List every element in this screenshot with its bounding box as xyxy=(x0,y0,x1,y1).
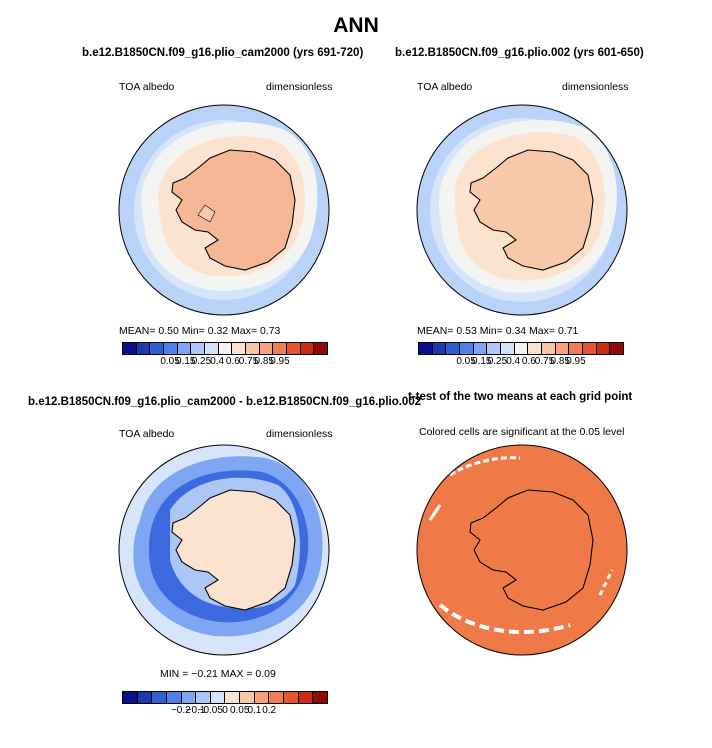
colorbar-swatch xyxy=(269,692,285,703)
panel3-colorbar xyxy=(122,691,328,704)
colorbar-tick-label: 0.75 xyxy=(238,356,259,367)
colorbar-tick-label: 0.25 xyxy=(191,356,212,367)
colorbar-swatch xyxy=(487,343,502,354)
panel3-colorbar-ticks: −0.2 −0.1 −0.05 0 0.05 0.1 0.2 xyxy=(0,705,712,719)
colorbar-tick-label: 0.4 xyxy=(210,356,225,367)
colorbar-swatch xyxy=(432,343,447,354)
colorbar-swatch xyxy=(191,343,206,354)
panel4-note: Colored cells are significant at the 0.0… xyxy=(419,426,625,438)
colorbar-swatch xyxy=(473,343,488,354)
colorbar-swatch xyxy=(298,692,314,703)
panel1-title: b.e12.B1850CN.f09_g16.plio_cam2000 (yrs … xyxy=(82,47,364,59)
panel1-units-label: dimensionless xyxy=(266,81,333,93)
colorbar-swatch xyxy=(314,343,328,354)
colorbar-swatch xyxy=(259,343,274,354)
panel1-antarctica-outline xyxy=(171,149,296,271)
colorbar-tick-label: 0.85 xyxy=(254,356,274,367)
colorbar-swatch xyxy=(501,343,515,354)
colorbar-tick-label: 0.25 xyxy=(487,356,508,367)
panel2-stats: MEAN= 0.53 Min= 0.34 Max= 0.71 xyxy=(417,325,579,337)
colorbar-swatch xyxy=(232,343,247,354)
colorbar-tick-label: 0.15 xyxy=(472,356,492,367)
panel1-variable-label: TOA albedo xyxy=(119,81,175,93)
colorbar-swatch xyxy=(555,343,570,354)
colorbar-swatch xyxy=(123,343,137,354)
panel2-title: b.e12.B1850CN.f09_g16.plio.002 (yrs 601-… xyxy=(395,47,644,59)
panel2-variable-label: TOA albedo xyxy=(417,81,473,93)
colorbar-swatch xyxy=(460,343,474,354)
colorbar-tick-label: −0.2 xyxy=(170,705,191,716)
colorbar-swatch xyxy=(137,692,153,703)
colorbar-swatch xyxy=(196,692,211,703)
colorbar-swatch xyxy=(284,692,299,703)
colorbar-swatch xyxy=(514,343,529,354)
panel4-antarctica-outline xyxy=(469,489,594,611)
colorbar-tick-label: 0.05 xyxy=(456,356,476,367)
colorbar-tick-label: 0.05 xyxy=(229,705,250,716)
panel2-units-label: dimensionless xyxy=(562,81,629,93)
colorbar-tick-label: 0.6 xyxy=(225,356,240,367)
colorbar-tick-label: 0.05 xyxy=(160,356,180,367)
colorbar-swatch xyxy=(610,343,624,354)
colorbar-tick-label: −0.1 xyxy=(185,705,206,716)
colorbar-tick-label: 0.1 xyxy=(247,705,262,716)
colorbar-swatch xyxy=(166,692,182,703)
panel2-colorbar-ticks: 0.05 0.15 0.25 0.4 0.6 0.75 0.85 0.95 xyxy=(0,356,712,370)
panel3-units-label: dimensionless xyxy=(266,428,333,440)
colorbar-tick-label: 0.95 xyxy=(566,356,586,367)
colorbar-swatch xyxy=(181,692,197,703)
colorbar-swatch xyxy=(528,343,543,354)
colorbar-swatch xyxy=(240,692,255,703)
panel1-colorbar xyxy=(122,342,328,355)
panel2-antarctica-outline xyxy=(469,149,594,271)
panel3-stats: MIN = −0.21 MAX = 0.09 xyxy=(160,668,276,680)
colorbar-tick-label: 0.15 xyxy=(176,356,196,367)
colorbar-tick-label: 0.75 xyxy=(534,356,555,367)
figure-title: ANN xyxy=(333,14,379,37)
colorbar-swatch xyxy=(123,692,138,703)
colorbar-swatch xyxy=(583,343,597,354)
colorbar-swatch xyxy=(300,343,315,354)
colorbar-swatch xyxy=(136,343,151,354)
panel1-colorbar-ticks: 0.05 0.15 0.25 0.4 0.6 0.75 0.85 0.95 xyxy=(0,356,712,370)
colorbar-swatch xyxy=(218,343,233,354)
colorbar-tick-label: 0 xyxy=(222,705,228,716)
colorbar-swatch xyxy=(152,692,167,703)
colorbar-tick-label: −0.05 xyxy=(197,705,223,716)
colorbar-swatch xyxy=(596,343,611,354)
colorbar-swatch xyxy=(150,343,165,354)
colorbar-swatch xyxy=(205,343,219,354)
colorbar-swatch xyxy=(225,692,241,703)
colorbar-tick-label: 0.85 xyxy=(550,356,570,367)
colorbar-swatch xyxy=(542,343,556,354)
colorbar-swatch xyxy=(177,343,192,354)
panel1-stats: MEAN= 0.50 Min= 0.32 Max= 0.73 xyxy=(119,325,281,337)
colorbar-swatch xyxy=(164,343,178,354)
panel3-antarctica-outline xyxy=(171,489,296,611)
colorbar-swatch xyxy=(273,343,288,354)
colorbar-tick-label: 0.4 xyxy=(506,356,521,367)
colorbar-swatch xyxy=(254,692,270,703)
colorbar-swatch xyxy=(246,343,260,354)
colorbar-swatch xyxy=(419,343,433,354)
colorbar-swatch xyxy=(287,343,301,354)
colorbar-swatch xyxy=(313,692,327,703)
panel4-title: t-test of the two means at each grid poi… xyxy=(408,391,633,403)
panel3-title: b.e12.B1850CN.f09_g16.plio_cam2000 - b.e… xyxy=(28,396,422,408)
colorbar-tick-label: 0.95 xyxy=(270,356,290,367)
colorbar-swatch xyxy=(446,343,461,354)
colorbar-tick-label: 0.2 xyxy=(262,705,277,716)
panel2-colorbar xyxy=(418,342,624,355)
colorbar-swatch xyxy=(210,692,226,703)
colorbar-tick-label: 0.6 xyxy=(521,356,536,367)
colorbar-swatch xyxy=(569,343,584,354)
panel3-variable-label: TOA albedo xyxy=(119,428,175,440)
